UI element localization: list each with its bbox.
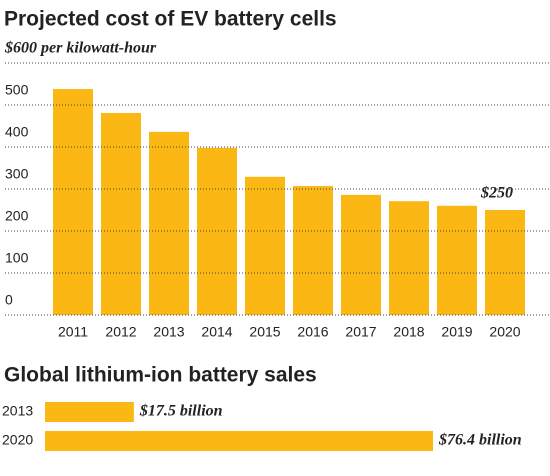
bar <box>149 131 189 315</box>
x-tick-label: 2015 <box>249 324 280 340</box>
value-label: $76.4 billion <box>438 432 522 449</box>
bar <box>101 112 141 315</box>
bar <box>53 89 93 315</box>
x-tick-label: 2013 <box>153 324 184 340</box>
x-tick-label: 2016 <box>297 324 328 340</box>
bar <box>389 201 429 315</box>
x-tick-label: 2017 <box>345 324 376 340</box>
category-label: 2013 <box>2 403 33 419</box>
x-tick-label: 2020 <box>489 324 520 340</box>
x-tick-label: 2018 <box>393 324 424 340</box>
category-label: 2020 <box>2 432 33 448</box>
y-tick-label: $600 per kilowatt-hour <box>4 40 157 57</box>
x-tick-label: 2012 <box>105 324 136 340</box>
bar <box>45 431 433 451</box>
x-tick-label: 2019 <box>441 324 472 340</box>
chart-title: Global lithium-ion battery sales <box>4 364 317 387</box>
bar <box>341 194 381 315</box>
bar <box>437 205 477 315</box>
y-tick-label: 300 <box>5 166 29 182</box>
value-label: $17.5 billion <box>139 403 223 420</box>
bar <box>45 402 134 422</box>
x-tick-label: 2014 <box>201 324 232 340</box>
bar <box>485 210 525 315</box>
y-tick-label: 200 <box>5 208 29 224</box>
bar <box>245 176 285 315</box>
y-tick-label: 500 <box>5 82 29 98</box>
y-tick-label: 0 <box>5 292 13 308</box>
chart-title: Projected cost of EV battery cells <box>4 8 337 31</box>
value-label: $250 <box>480 185 513 202</box>
y-tick-label: 100 <box>5 250 29 266</box>
y-tick-label: 400 <box>5 124 29 140</box>
x-tick-label: 2011 <box>58 324 88 340</box>
bar <box>293 186 333 315</box>
